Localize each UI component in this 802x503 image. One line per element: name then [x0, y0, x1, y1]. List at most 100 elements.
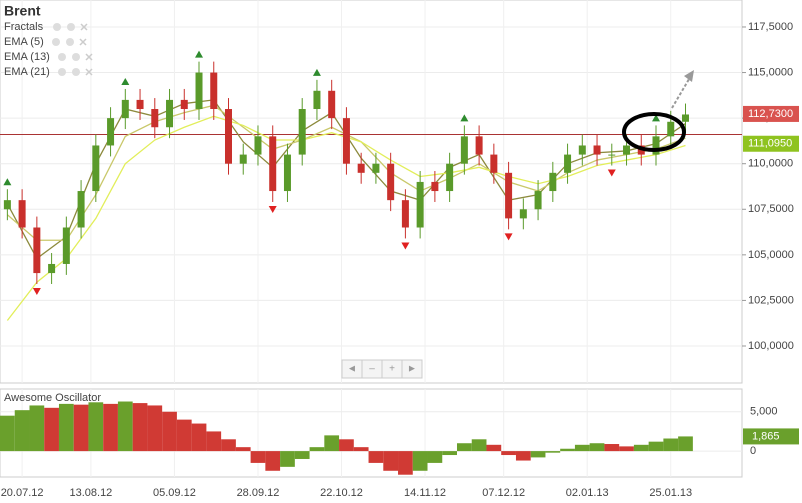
nav-button-label[interactable]: ◄ — [347, 364, 357, 375]
visibility-icon[interactable] — [53, 23, 61, 31]
candle-body — [33, 227, 41, 274]
x-tick-label: 28.09.12 — [237, 487, 280, 499]
fractal-down — [32, 288, 41, 296]
nav-button-label[interactable]: ► — [407, 364, 417, 375]
candle-body — [623, 145, 631, 155]
oscillator-bar — [383, 451, 399, 471]
indicator-controls — [58, 53, 93, 61]
nav: ◄ – + ► — [341, 359, 423, 379]
oscillator-bar — [574, 444, 590, 452]
candle-body — [313, 90, 321, 110]
y-tick-label: 107,5000 — [748, 203, 794, 215]
candle-body — [475, 136, 483, 155]
remove-icon[interactable] — [85, 53, 93, 61]
candle-body — [357, 163, 365, 173]
candle-body — [136, 99, 144, 110]
price-label: 112,7300 — [748, 108, 793, 120]
candle-body — [283, 154, 291, 192]
indicator-label: Fractals — [4, 21, 44, 33]
visibility-icon[interactable] — [52, 38, 60, 46]
fractal-down — [401, 242, 410, 250]
osc-tick-label: 0 — [750, 445, 756, 457]
remove-icon[interactable] — [80, 23, 88, 31]
indicator-label: EMA (13) — [4, 51, 50, 63]
y-tick-label: 110,0000 — [748, 158, 793, 170]
settings-icon[interactable] — [67, 23, 75, 31]
candle-body — [254, 136, 262, 155]
candle-body — [505, 172, 513, 219]
oscillator-bar — [235, 447, 251, 452]
settings-icon[interactable] — [72, 68, 80, 76]
oscillator-bar — [44, 407, 59, 452]
oscillator-bar — [117, 401, 133, 452]
trend-arrowhead — [684, 70, 694, 82]
remove-icon[interactable] — [85, 68, 93, 76]
y-tick-label: 102,5000 — [748, 294, 794, 306]
fractal-up — [121, 77, 130, 85]
candle-body — [210, 72, 218, 110]
candle-body — [62, 227, 70, 264]
oscillator-bar — [221, 439, 236, 452]
candle-body — [121, 99, 129, 119]
oscillator-bar — [604, 444, 620, 452]
oscillator-bar — [545, 451, 561, 453]
oscillator-bar — [132, 403, 148, 452]
oscillator-bar — [412, 451, 428, 471]
y-tick-label: 105,0000 — [748, 249, 794, 261]
chart-title: Brent — [4, 3, 41, 19]
x-tick-label: 14.11.12 — [404, 487, 446, 499]
candle-body — [269, 136, 277, 192]
candle-body — [519, 209, 527, 219]
grid — [0, 0, 746, 477]
oscillator-bar — [14, 410, 30, 452]
candle-body — [401, 200, 409, 228]
candle-body — [239, 154, 247, 164]
candle-body — [387, 163, 395, 201]
visibility-icon[interactable] — [58, 68, 66, 76]
indicator-label: EMA (21) — [4, 66, 50, 78]
indicator-controls — [52, 38, 87, 46]
oscillator-bar — [456, 443, 472, 452]
nav-button[interactable] — [401, 359, 423, 379]
candle-body — [460, 136, 468, 164]
oscillator-bar — [471, 439, 487, 452]
visibility-icon[interactable] — [58, 53, 66, 61]
candle-body — [18, 200, 26, 228]
x-tick-label: 02.01.13 — [566, 487, 609, 499]
candle-body — [342, 118, 350, 164]
candle-body — [593, 145, 601, 155]
oscillator-bar — [515, 451, 531, 461]
nav-button-label[interactable]: + — [389, 364, 395, 375]
oscillator-bar — [501, 451, 516, 456]
oscillator-title: Awesome Oscillator — [4, 392, 101, 404]
oscillator-bar — [309, 447, 325, 452]
oscillator-bar — [560, 448, 575, 452]
oscillator-bar — [58, 403, 74, 452]
settings-icon[interactable] — [72, 53, 80, 61]
oscillator-bar — [250, 451, 266, 463]
fractal-down — [504, 233, 513, 241]
remove-icon[interactable] — [79, 38, 87, 46]
fractal-up — [3, 178, 12, 186]
oscillator-bar — [206, 431, 222, 452]
candle-body — [328, 90, 336, 119]
price-label: 111,0950 — [748, 138, 792, 150]
settings-icon[interactable] — [66, 38, 74, 46]
oscillator-bar — [530, 451, 546, 458]
oscillator-bar — [191, 423, 207, 452]
oscillator-bar — [73, 404, 89, 452]
oscillator-bar — [339, 439, 354, 452]
fractal-up — [312, 68, 321, 76]
nav-button-label[interactable]: – — [369, 364, 375, 375]
candle-body — [578, 145, 586, 155]
osc-tick-label: 5,000 — [750, 406, 778, 418]
x-tick-label: 22.10.12 — [320, 487, 363, 499]
oscillator-bar — [103, 403, 118, 452]
candle-body — [180, 99, 188, 110]
fractal-up — [652, 114, 661, 122]
candle-body — [92, 145, 100, 192]
candle-body — [416, 181, 424, 228]
indicator-controls — [58, 68, 93, 76]
candle-body — [446, 163, 454, 192]
